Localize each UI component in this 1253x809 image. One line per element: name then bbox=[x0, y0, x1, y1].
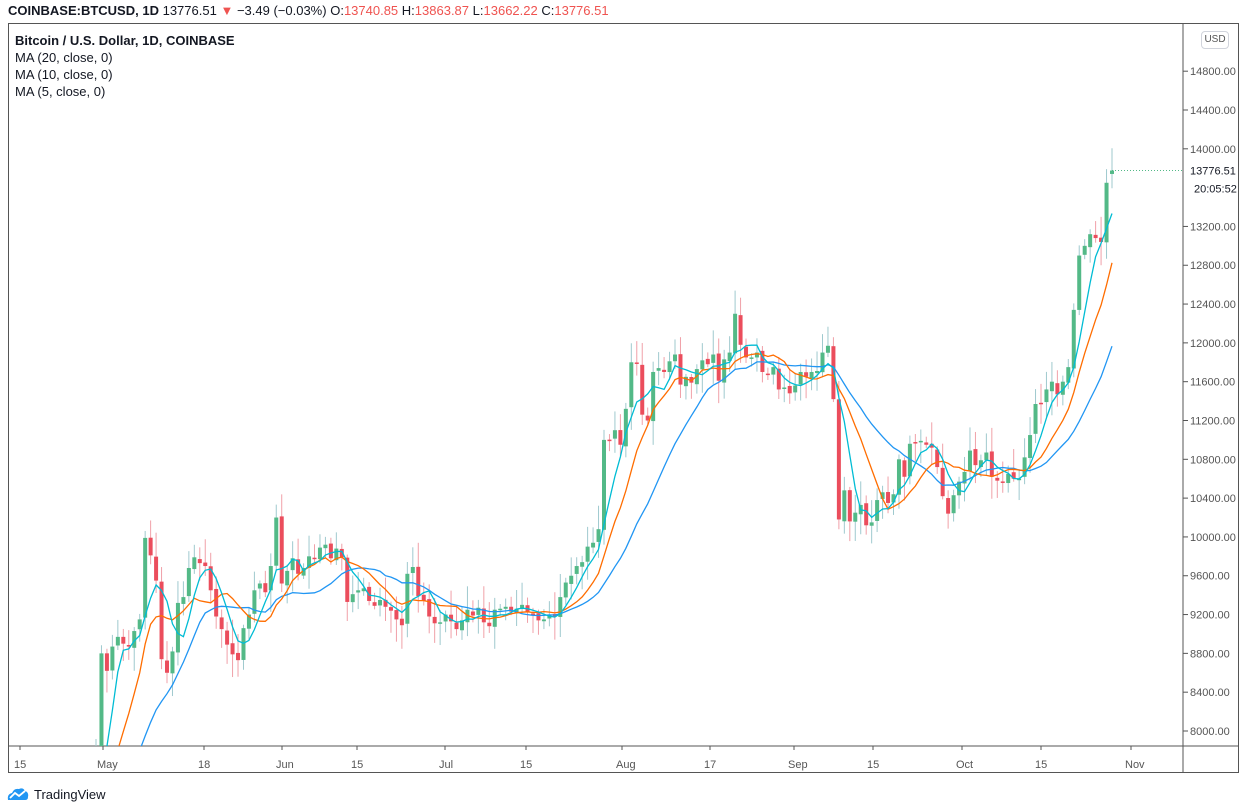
ma5-line bbox=[106, 213, 1113, 746]
price-axis[interactable]: 14800.00 14400.00 14000.00 13200.00 12800.00… bbox=[1183, 66, 1236, 738]
time-tick-label: 15 bbox=[520, 759, 532, 771]
time-axis[interactable]: 15 May 18 Jun 15 Jul 15 Aug 17 Sep 15 Oct 15 Nov bbox=[14, 746, 1145, 771]
series-title[interactable]: Bitcoin / U.S. Dollar, 1D, COINBASE bbox=[15, 33, 235, 48]
time-tick-label: Sep bbox=[788, 759, 808, 771]
brand-name: TradingView bbox=[34, 786, 106, 802]
time-tick-label: 17 bbox=[704, 759, 716, 771]
currency-badge[interactable]: USD bbox=[1201, 31, 1229, 49]
price-tick-label: 14000.00 bbox=[1190, 144, 1236, 156]
ma10-line bbox=[118, 262, 1113, 746]
chart-frame[interactable] bbox=[8, 23, 1239, 773]
time-tick-label: 15 bbox=[1035, 759, 1047, 771]
price-tick-label: 13200.00 bbox=[1190, 221, 1236, 233]
price-tick-label: 11600.00 bbox=[1190, 377, 1235, 389]
bar-countdown-label: 20:05:52 bbox=[1194, 183, 1237, 195]
tradingview-brand[interactable]: TradingView bbox=[6, 784, 106, 804]
symbol-label[interactable]: COINBASE:BTCUSD, 1D bbox=[8, 3, 159, 18]
price-tick-label: 9600.00 bbox=[1190, 571, 1230, 583]
time-tick-label: Jun bbox=[276, 759, 294, 771]
close-label: C: bbox=[541, 3, 555, 18]
ma10-legend[interactable]: MA (10, close, 0) bbox=[15, 67, 113, 82]
price-change: −3.49 (−0.03%) bbox=[236, 3, 327, 18]
ma5-legend[interactable]: MA (5, close, 0) bbox=[15, 84, 106, 99]
chart-legend: Bitcoin / U.S. Dollar, 1D, COINBASE MA (… bbox=[15, 32, 235, 100]
price-tick-label: 10000.00 bbox=[1190, 532, 1236, 544]
price-tick-label: 10800.00 bbox=[1190, 454, 1236, 466]
down-arrow-icon: ▼ bbox=[220, 3, 234, 18]
last-price-label: 13776.51 bbox=[1190, 165, 1236, 177]
open-value: 13740.85 bbox=[343, 3, 399, 18]
price-tick-label: 9200.00 bbox=[1190, 610, 1230, 622]
open-label: O: bbox=[330, 3, 344, 18]
low-value: 13662.22 bbox=[483, 3, 538, 18]
time-tick-label: Oct bbox=[956, 759, 973, 771]
time-tick-label: Aug bbox=[616, 759, 636, 771]
price-tick-label: 12400.00 bbox=[1190, 299, 1236, 311]
price-tick-label: 8000.00 bbox=[1190, 726, 1230, 738]
ma20-legend[interactable]: MA (20, close, 0) bbox=[15, 50, 113, 65]
high-label: H: bbox=[401, 3, 415, 18]
time-tick-label: 15 bbox=[351, 759, 363, 771]
time-tick-label: May bbox=[97, 759, 118, 771]
close-value: 13776.51 bbox=[554, 3, 609, 18]
last-price: 13776.51 bbox=[162, 3, 217, 18]
time-tick-label: 15 bbox=[14, 759, 26, 771]
time-tick-label: 15 bbox=[867, 759, 879, 771]
tradingview-logo-icon bbox=[7, 788, 29, 800]
price-tick-label: 8400.00 bbox=[1190, 687, 1230, 699]
ma20-line bbox=[140, 345, 1113, 746]
price-tick-label: 14400.00 bbox=[1190, 105, 1236, 117]
price-tick-label: 12000.00 bbox=[1190, 338, 1236, 350]
price-tick-label: 11200.00 bbox=[1190, 415, 1235, 427]
price-tick-label: 14800.00 bbox=[1190, 66, 1236, 78]
time-tick-label: 18 bbox=[198, 759, 210, 771]
time-tick-label: Jul bbox=[439, 759, 453, 771]
time-tick-label: Nov bbox=[1125, 759, 1145, 771]
price-tick-label: 12800.00 bbox=[1190, 260, 1236, 272]
price-tick-label: 8800.00 bbox=[1190, 648, 1230, 660]
candles bbox=[95, 148, 1114, 746]
symbol-header: COINBASE:BTCUSD, 1D 13776.51 ▼ −3.49 (−0… bbox=[8, 2, 609, 22]
high-value: 13863.87 bbox=[414, 3, 470, 18]
price-tick-label: 10400.00 bbox=[1190, 493, 1236, 505]
low-label: L: bbox=[472, 3, 484, 18]
